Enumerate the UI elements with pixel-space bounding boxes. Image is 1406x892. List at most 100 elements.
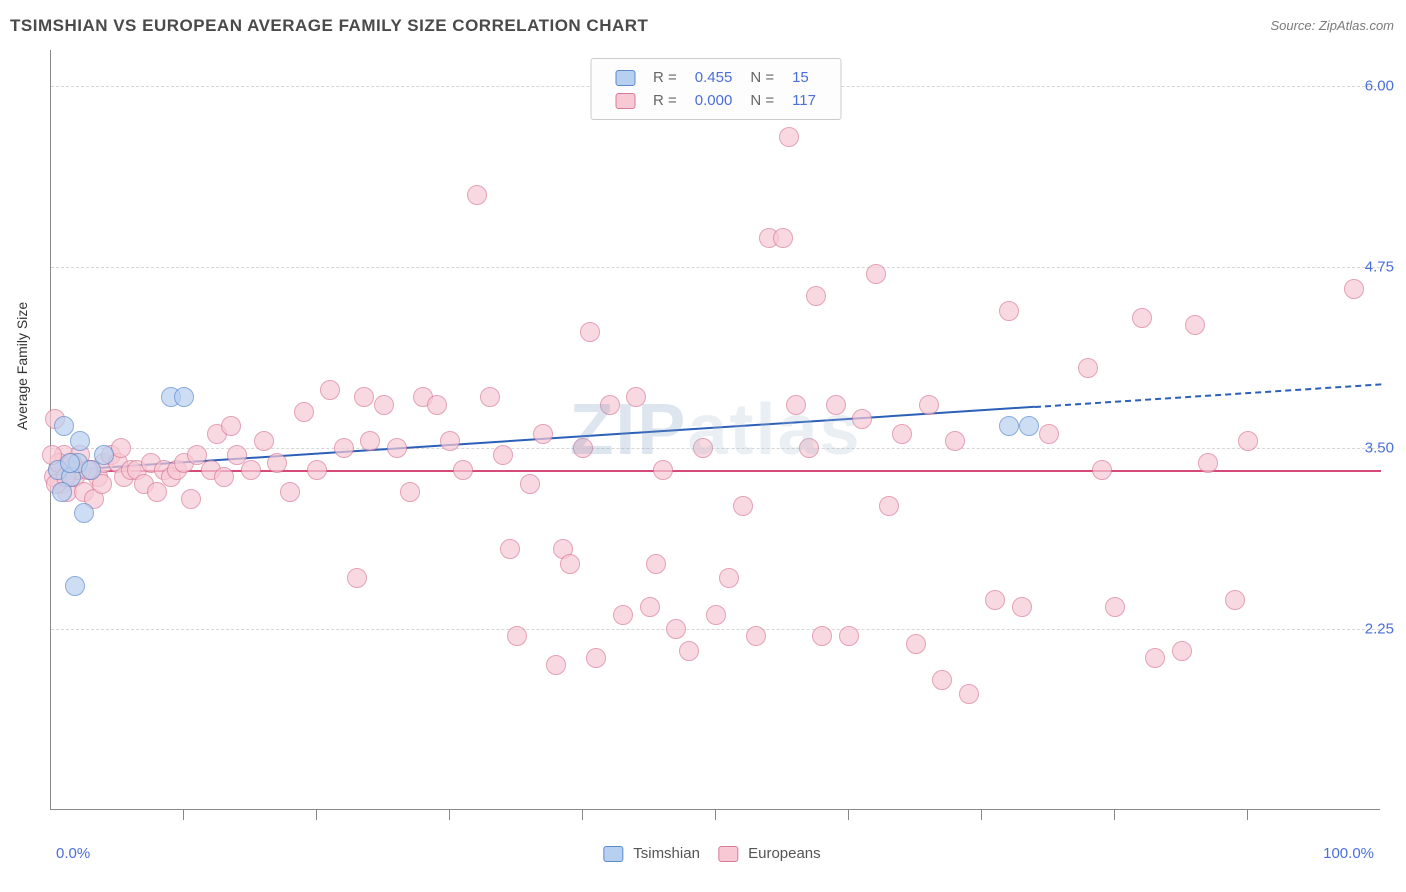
- x-max-label: 100.0%: [1323, 845, 1374, 862]
- data-point-europeans: [221, 416, 241, 436]
- legend-stat-row: R =0.000N =117: [607, 90, 824, 111]
- data-point-europeans: [892, 424, 912, 444]
- data-point-europeans: [400, 482, 420, 502]
- gridline: [51, 629, 1380, 630]
- data-point-europeans: [580, 322, 600, 342]
- data-point-europeans: [786, 395, 806, 415]
- page-title: TSIMSHIAN VS EUROPEAN AVERAGE FAMILY SIZ…: [10, 16, 648, 36]
- data-point-europeans: [586, 648, 606, 668]
- data-point-europeans: [812, 626, 832, 646]
- data-point-europeans: [334, 438, 354, 458]
- data-point-europeans: [181, 489, 201, 509]
- data-point-europeans: [467, 185, 487, 205]
- data-point-europeans: [799, 438, 819, 458]
- data-point-tsimshian: [74, 503, 94, 523]
- data-point-europeans: [719, 568, 739, 588]
- legend-r-value: 0.455: [687, 67, 741, 88]
- data-point-europeans: [666, 619, 686, 639]
- data-point-europeans: [919, 395, 939, 415]
- data-point-europeans: [533, 424, 553, 444]
- data-point-europeans: [1105, 597, 1125, 617]
- trend-line-tsimshian: [1035, 383, 1381, 408]
- data-point-europeans: [879, 496, 899, 516]
- x-tick-mark: [316, 810, 317, 820]
- data-point-europeans: [1012, 597, 1032, 617]
- source-credit: Source: ZipAtlas.com: [1270, 18, 1394, 33]
- x-tick-marks: [50, 810, 1380, 822]
- data-point-europeans: [1132, 308, 1152, 328]
- x-tick-mark: [1247, 810, 1248, 820]
- data-point-europeans: [1185, 315, 1205, 335]
- data-point-europeans: [267, 453, 287, 473]
- plot-area: ZIPatlas R =0.455N =15R =0.000N =117: [50, 50, 1380, 810]
- data-point-tsimshian: [999, 416, 1019, 436]
- data-point-europeans: [906, 634, 926, 654]
- data-point-europeans: [773, 228, 793, 248]
- data-point-europeans: [826, 395, 846, 415]
- y-tick-labels: 2.253.504.756.00: [1346, 50, 1394, 810]
- data-point-europeans: [640, 597, 660, 617]
- data-point-europeans: [1092, 460, 1112, 480]
- legend-n-value: 15: [784, 67, 824, 88]
- data-point-europeans: [959, 684, 979, 704]
- data-point-europeans: [214, 467, 234, 487]
- x-tick-mark: [582, 810, 583, 820]
- legend-series-label: Europeans: [744, 845, 821, 862]
- data-point-tsimshian: [94, 445, 114, 465]
- data-point-europeans: [507, 626, 527, 646]
- data-point-europeans: [646, 554, 666, 574]
- legend-series: Tsimshian Europeans: [585, 845, 820, 862]
- data-point-europeans: [320, 380, 340, 400]
- data-point-europeans: [493, 445, 513, 465]
- data-point-europeans: [1145, 648, 1165, 668]
- data-point-tsimshian: [65, 576, 85, 596]
- data-point-europeans: [852, 409, 872, 429]
- x-tick-mark: [1114, 810, 1115, 820]
- legend-r-label: R =: [645, 90, 685, 111]
- data-point-europeans: [354, 387, 374, 407]
- gridline: [51, 448, 1380, 449]
- data-point-europeans: [440, 431, 460, 451]
- legend-swatch: [615, 70, 635, 86]
- y-tick-label: 2.25: [1365, 621, 1394, 638]
- data-point-europeans: [1238, 431, 1258, 451]
- data-point-europeans: [241, 460, 261, 480]
- data-point-europeans: [280, 482, 300, 502]
- legend-r-value: 0.000: [687, 90, 741, 111]
- data-point-europeans: [600, 395, 620, 415]
- data-point-europeans: [111, 438, 131, 458]
- y-tick-label: 4.75: [1365, 259, 1394, 276]
- data-point-europeans: [1078, 358, 1098, 378]
- data-point-europeans: [520, 474, 540, 494]
- y-tick-label: 6.00: [1365, 78, 1394, 95]
- x-tick-mark: [981, 810, 982, 820]
- data-point-europeans: [985, 590, 1005, 610]
- data-point-europeans: [746, 626, 766, 646]
- data-point-europeans: [453, 460, 473, 480]
- data-point-tsimshian: [60, 453, 80, 473]
- data-point-europeans: [653, 460, 673, 480]
- data-point-europeans: [1039, 424, 1059, 444]
- data-point-europeans: [733, 496, 753, 516]
- data-point-tsimshian: [52, 482, 72, 502]
- legend-r-label: R =: [645, 67, 685, 88]
- legend-stat-row: R =0.455N =15: [607, 67, 824, 88]
- data-point-europeans: [500, 539, 520, 559]
- data-point-europeans: [679, 641, 699, 661]
- data-point-europeans: [1172, 641, 1192, 661]
- data-point-europeans: [573, 438, 593, 458]
- data-point-europeans: [560, 554, 580, 574]
- data-point-europeans: [347, 568, 367, 588]
- data-point-europeans: [626, 387, 646, 407]
- legend-swatch: [718, 846, 738, 862]
- legend-n-label: N =: [742, 67, 782, 88]
- data-point-europeans: [546, 655, 566, 675]
- data-point-europeans: [1198, 453, 1218, 473]
- data-point-europeans: [254, 431, 274, 451]
- data-point-europeans: [779, 127, 799, 147]
- data-point-europeans: [932, 670, 952, 690]
- data-point-europeans: [999, 301, 1019, 321]
- data-point-europeans: [693, 438, 713, 458]
- gridline: [51, 267, 1380, 268]
- legend-series-label: Tsimshian: [629, 845, 700, 862]
